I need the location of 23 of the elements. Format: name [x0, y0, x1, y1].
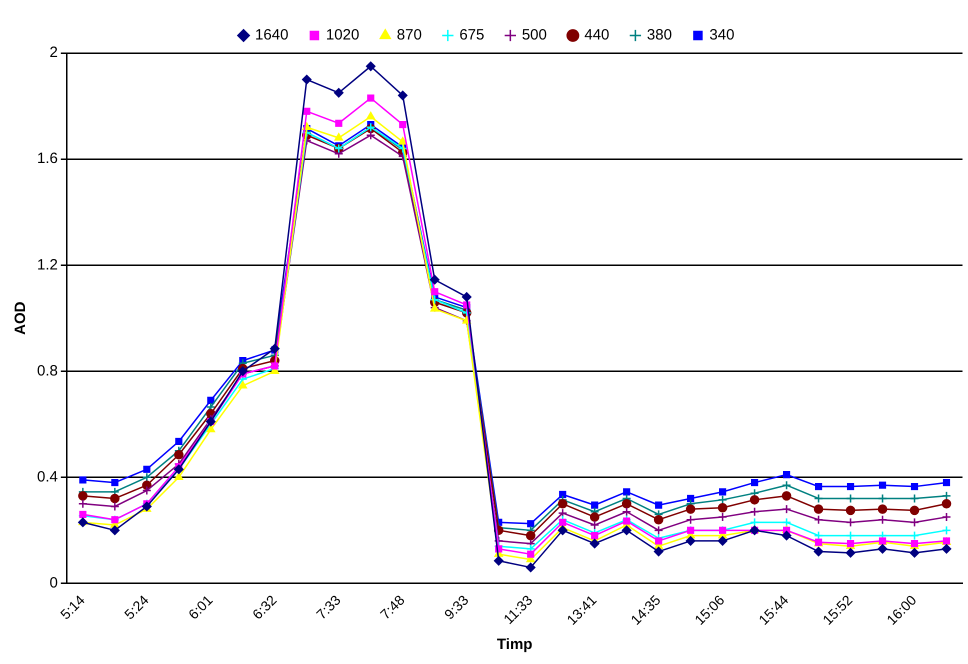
y-tick-label: 1.2 [36, 256, 58, 274]
x-tick-label: 5:14 [57, 592, 88, 622]
legend-label: 870 [396, 26, 422, 44]
legend-label: 1020 [326, 26, 360, 44]
y-tick-label: 0.8 [36, 362, 58, 380]
x-tick-label: 5:24 [121, 592, 152, 622]
legend-label: 500 [522, 26, 547, 44]
x-tick-label: 7:33 [313, 592, 344, 622]
x-axis-title: Timp [496, 636, 532, 654]
x-tick-label: 6:32 [249, 592, 280, 622]
x-tick-label: 9:33 [440, 592, 472, 622]
legend-label: 1640 [255, 26, 288, 44]
legend-label: 675 [459, 26, 484, 44]
legend-label: 380 [646, 26, 672, 44]
y-tick-label: 1.6 [36, 150, 58, 168]
x-tick-label: 6:01 [185, 592, 216, 622]
y-axis-title: AOD [12, 301, 30, 335]
legend-label: 440 [584, 26, 610, 44]
y-tick-label: 2 [50, 44, 58, 62]
x-tick-label: 7:48 [376, 592, 408, 622]
y-tick-label: 0 [50, 574, 58, 592]
y-tick-label: 0.4 [36, 468, 58, 486]
legend-label: 340 [709, 26, 734, 44]
